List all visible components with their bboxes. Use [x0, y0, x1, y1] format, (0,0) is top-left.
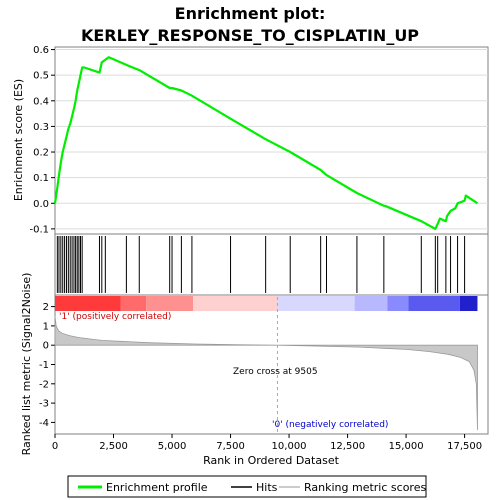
legend-metric-label: Ranking metric scores [304, 481, 426, 494]
es-y-ticks: -0.1 0.0 0.1 0.2 0.3 0.4 0.5 0.6 [29, 45, 55, 235]
es-y-axis-label: Enrichment score (ES) [12, 79, 25, 201]
legend: Enrichment profile Hits Ranking metric s… [67, 475, 427, 498]
ranking-metric-area [54, 316, 478, 431]
legend-hits-label: Hits [256, 481, 278, 494]
legend-enrichment-label: Enrichment profile [106, 481, 208, 494]
metric-y-tick-label: -3 [39, 399, 49, 410]
hits-panel-frame [54, 233, 489, 296]
rank-color-segment [354, 296, 388, 311]
x-axis-label: Rank in Ordered Dataset [203, 454, 340, 467]
rank-color-segment [387, 296, 409, 311]
es-y-tick-label: 0.4 [33, 96, 49, 107]
es-y-tick-label: -0.1 [29, 224, 49, 235]
rank-color-segment [459, 296, 478, 311]
rank-color-segment [120, 296, 147, 311]
rank-color-segment [55, 296, 121, 311]
rank-color-segment [277, 296, 355, 311]
metric-y-tick-label: -4 [39, 418, 49, 429]
x-tick-label: 17,500 [447, 441, 482, 452]
rank-color-bar [55, 296, 478, 311]
positive-correlation-label: '1' (positively correlated) [59, 312, 171, 322]
es-y-tick-label: 0.5 [33, 71, 49, 82]
es-gridlines [55, 49, 488, 230]
metric-y-tick-label: 0 [43, 341, 49, 352]
es-y-tick-label: 0.3 [33, 122, 49, 133]
x-tick-label: 2,500 [99, 441, 128, 452]
x-tick-label: 7,500 [216, 441, 245, 452]
chart-title-line2: KERLEY_RESPONSE_TO_CISPLATIN_UP [81, 26, 419, 45]
x-tick-label: 15,000 [389, 441, 424, 452]
chart-title-line1: Enrichment plot: [175, 4, 326, 23]
ranking-metric-fill [54, 316, 478, 431]
metric-y-tick-label: -1 [39, 360, 49, 371]
enrichment-profile-line [53, 56, 479, 230]
es-y-tick-label: 0.2 [33, 148, 49, 159]
metric-panel-frame [54, 294, 489, 435]
es-y-tick-label: 0.1 [33, 173, 49, 184]
es-y-tick-label: 0.6 [33, 45, 49, 56]
zero-cross-label: Zero cross at 9505 [233, 367, 318, 377]
hit-markers [56, 236, 466, 293]
es-y-tick-label: 0.0 [33, 199, 49, 210]
rank-color-segment [408, 296, 460, 311]
metric-y-tick-label: 2 [43, 302, 49, 313]
x-tick-label: 10,000 [272, 441, 307, 452]
metric-y-axis-label: Ranked list metric (Signal2Noise) [20, 273, 33, 456]
x-tick-label: 5,000 [158, 441, 187, 452]
negative-correlation-label: '0' (negatively correlated) [272, 420, 388, 430]
enrichment-profile-path [53, 56, 479, 230]
x-tick-label: 0 [52, 441, 58, 452]
rank-color-segment [193, 296, 278, 311]
rank-color-segment [146, 296, 194, 311]
x-axis-ticks: 0 2,500 5,000 7,500 10,000 12,500 15,000 17,500 [52, 434, 482, 452]
metric-y-ticks: -4 -3 -2 -1 0 1 2 [39, 302, 55, 429]
x-tick-label: 12,500 [330, 441, 365, 452]
metric-y-tick-label: -2 [39, 379, 49, 390]
metric-y-tick-label: 1 [43, 321, 49, 332]
